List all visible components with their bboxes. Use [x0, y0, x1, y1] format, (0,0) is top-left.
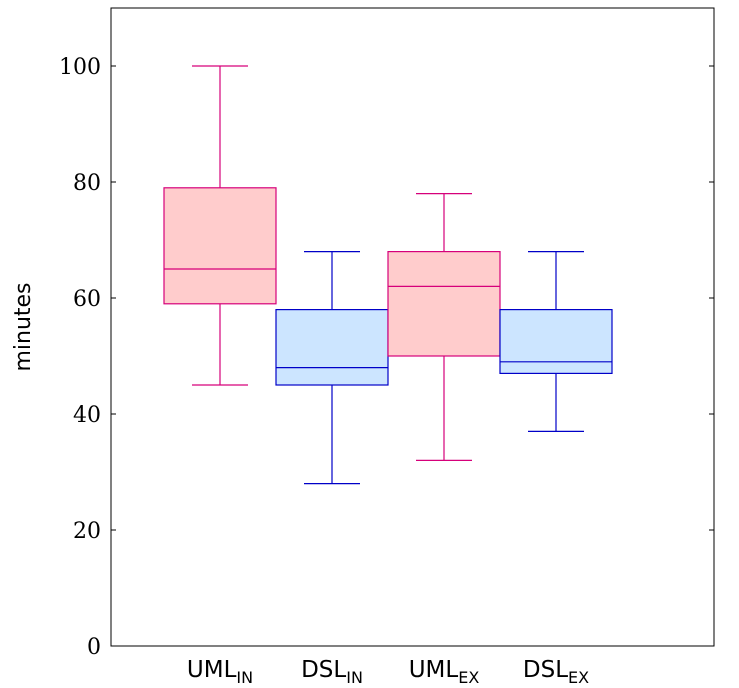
iqr-box	[387, 251, 501, 357]
iqr-box	[499, 309, 613, 375]
box-uml-ex	[387, 193, 501, 461]
y-tick-label: 40	[73, 403, 101, 428]
y-tick-label: 80	[73, 171, 101, 196]
iqr-box	[163, 187, 277, 305]
plot-area-frame	[110, 7, 715, 647]
x-category-label: DSLIN	[301, 657, 363, 687]
y-tick-label: 20	[73, 519, 101, 544]
box-dsl-ex	[499, 251, 613, 432]
x-category-label: DSLEX	[523, 657, 589, 687]
iqr-box	[275, 309, 389, 386]
x-category-label: UMLIN	[187, 657, 253, 687]
x-category-label: UMLEX	[409, 657, 480, 687]
y-tick-label: 100	[59, 55, 101, 80]
y-tick-label: 0	[87, 635, 101, 660]
box-dsl-in	[275, 251, 389, 485]
y-tick-label: 60	[73, 287, 101, 312]
box-uml-in	[163, 65, 277, 386]
y-axis-label: minutes	[11, 282, 36, 371]
